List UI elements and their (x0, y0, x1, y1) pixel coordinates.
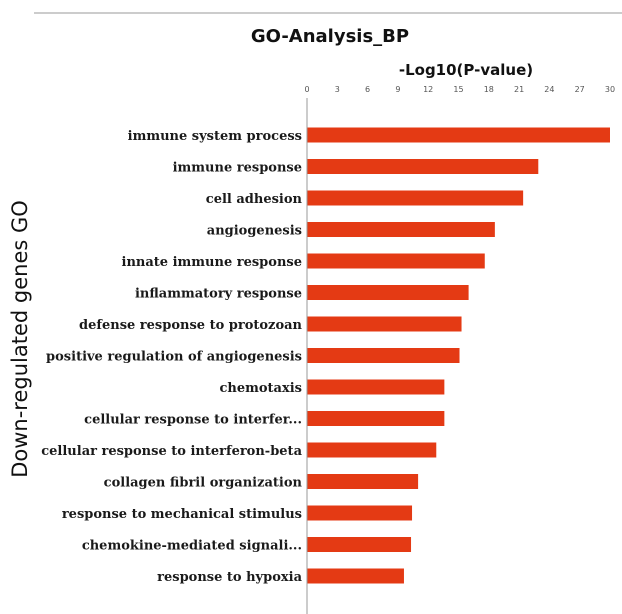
category-label: positive regulation of angiogenesis (46, 350, 302, 365)
bar (307, 127, 610, 143)
category-label-group: immune system process immune response cell… (41, 129, 302, 585)
bar (307, 411, 445, 426)
category-label: immune response (173, 161, 302, 176)
bar (307, 316, 462, 332)
bar (307, 442, 437, 458)
bar (307, 474, 419, 489)
x-tick-label: 27 (575, 85, 585, 94)
category-label: chemotaxis (219, 381, 302, 396)
x-axis-ticks: 0 3 6 9 12 15 18 21 24 27 30 (304, 85, 615, 94)
bar (307, 505, 413, 521)
bar (307, 537, 412, 552)
bar (307, 253, 485, 269)
category-label: chemokine-mediated signali... (82, 539, 302, 554)
category-label: response to mechanical stimulus (62, 507, 302, 522)
bar (307, 222, 495, 237)
x-tick-label: 18 (484, 85, 494, 94)
bar (307, 159, 539, 174)
category-label: inflammatory response (135, 287, 302, 302)
category-label: cellular response to interferon-beta (41, 444, 302, 459)
bar (307, 348, 460, 363)
x-tick-label: 24 (544, 85, 554, 94)
x-tick-label: 6 (365, 85, 370, 94)
x-tick-label: 30 (605, 85, 615, 94)
bar (307, 568, 404, 584)
category-label: innate immune response (122, 255, 302, 270)
bar (307, 379, 445, 395)
x-tick-label: 9 (395, 85, 400, 94)
category-label: angiogenesis (207, 224, 302, 239)
x-tick-label: 15 (453, 85, 463, 94)
x-tick-label: 12 (423, 85, 433, 94)
category-label: immune system process (128, 129, 302, 144)
category-label: defense response to protozoan (79, 318, 303, 333)
x-axis-title: -Log10(P-value) (399, 61, 533, 79)
x-tick-label: 0 (304, 85, 309, 94)
category-label: cell adhesion (206, 192, 303, 207)
chart-title: GO-Analysis_BP (251, 26, 409, 47)
bar (307, 190, 524, 206)
bar (307, 285, 469, 300)
x-tick-label: 21 (514, 85, 524, 94)
category-label: response to hypoxia (157, 570, 302, 585)
bar-group (307, 127, 610, 584)
category-label: cellular response to interfer... (84, 413, 302, 428)
category-label: collagen fibril organization (104, 476, 303, 491)
x-tick-label: 3 (335, 85, 340, 94)
y-axis-title: Down-regulated genes GO (8, 200, 32, 478)
